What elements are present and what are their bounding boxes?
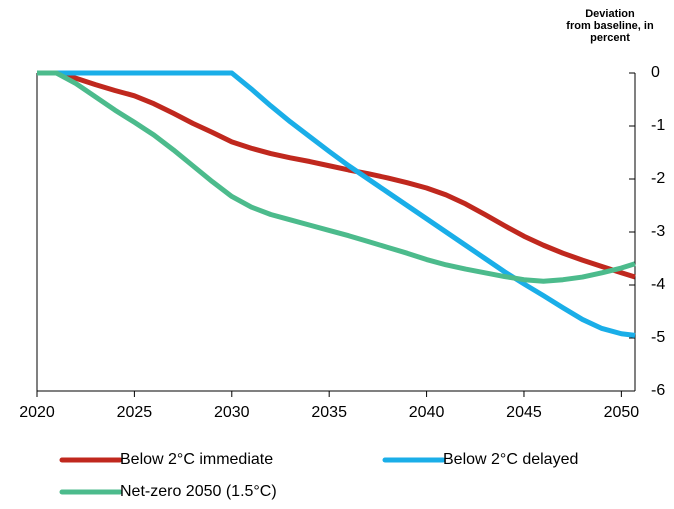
x-tick-label: 2045 <box>506 404 542 421</box>
y-tick-label: -5 <box>651 329 665 346</box>
series-line <box>37 70 636 280</box>
x-tick-label: 2040 <box>409 404 445 421</box>
y-axis-title: from baseline, in <box>566 20 654 32</box>
y-axis-title: Deviation <box>585 8 635 20</box>
x-tick-label: 2020 <box>19 404 55 421</box>
y-tick-label: -6 <box>651 382 665 399</box>
series-line <box>37 70 636 284</box>
legend-label: Below 2°C delayed <box>443 451 578 468</box>
x-tick-label: 2025 <box>117 404 153 421</box>
x-tick-label: 2050 <box>604 404 640 421</box>
y-tick-label: -1 <box>651 117 665 134</box>
y-tick-label: 0 <box>651 64 660 81</box>
series-line <box>37 70 636 338</box>
legend-label: Below 2°C immediate <box>120 451 273 468</box>
x-tick-label: 2030 <box>214 404 250 421</box>
x-tick-label: 2035 <box>311 404 347 421</box>
y-tick-label: -4 <box>651 276 665 293</box>
y-axis-title: percent <box>590 32 630 44</box>
legend-label: Net-zero 2050 (1.5°C) <box>120 483 277 500</box>
y-tick-label: -2 <box>651 170 665 187</box>
y-tick-label: -3 <box>651 223 665 240</box>
